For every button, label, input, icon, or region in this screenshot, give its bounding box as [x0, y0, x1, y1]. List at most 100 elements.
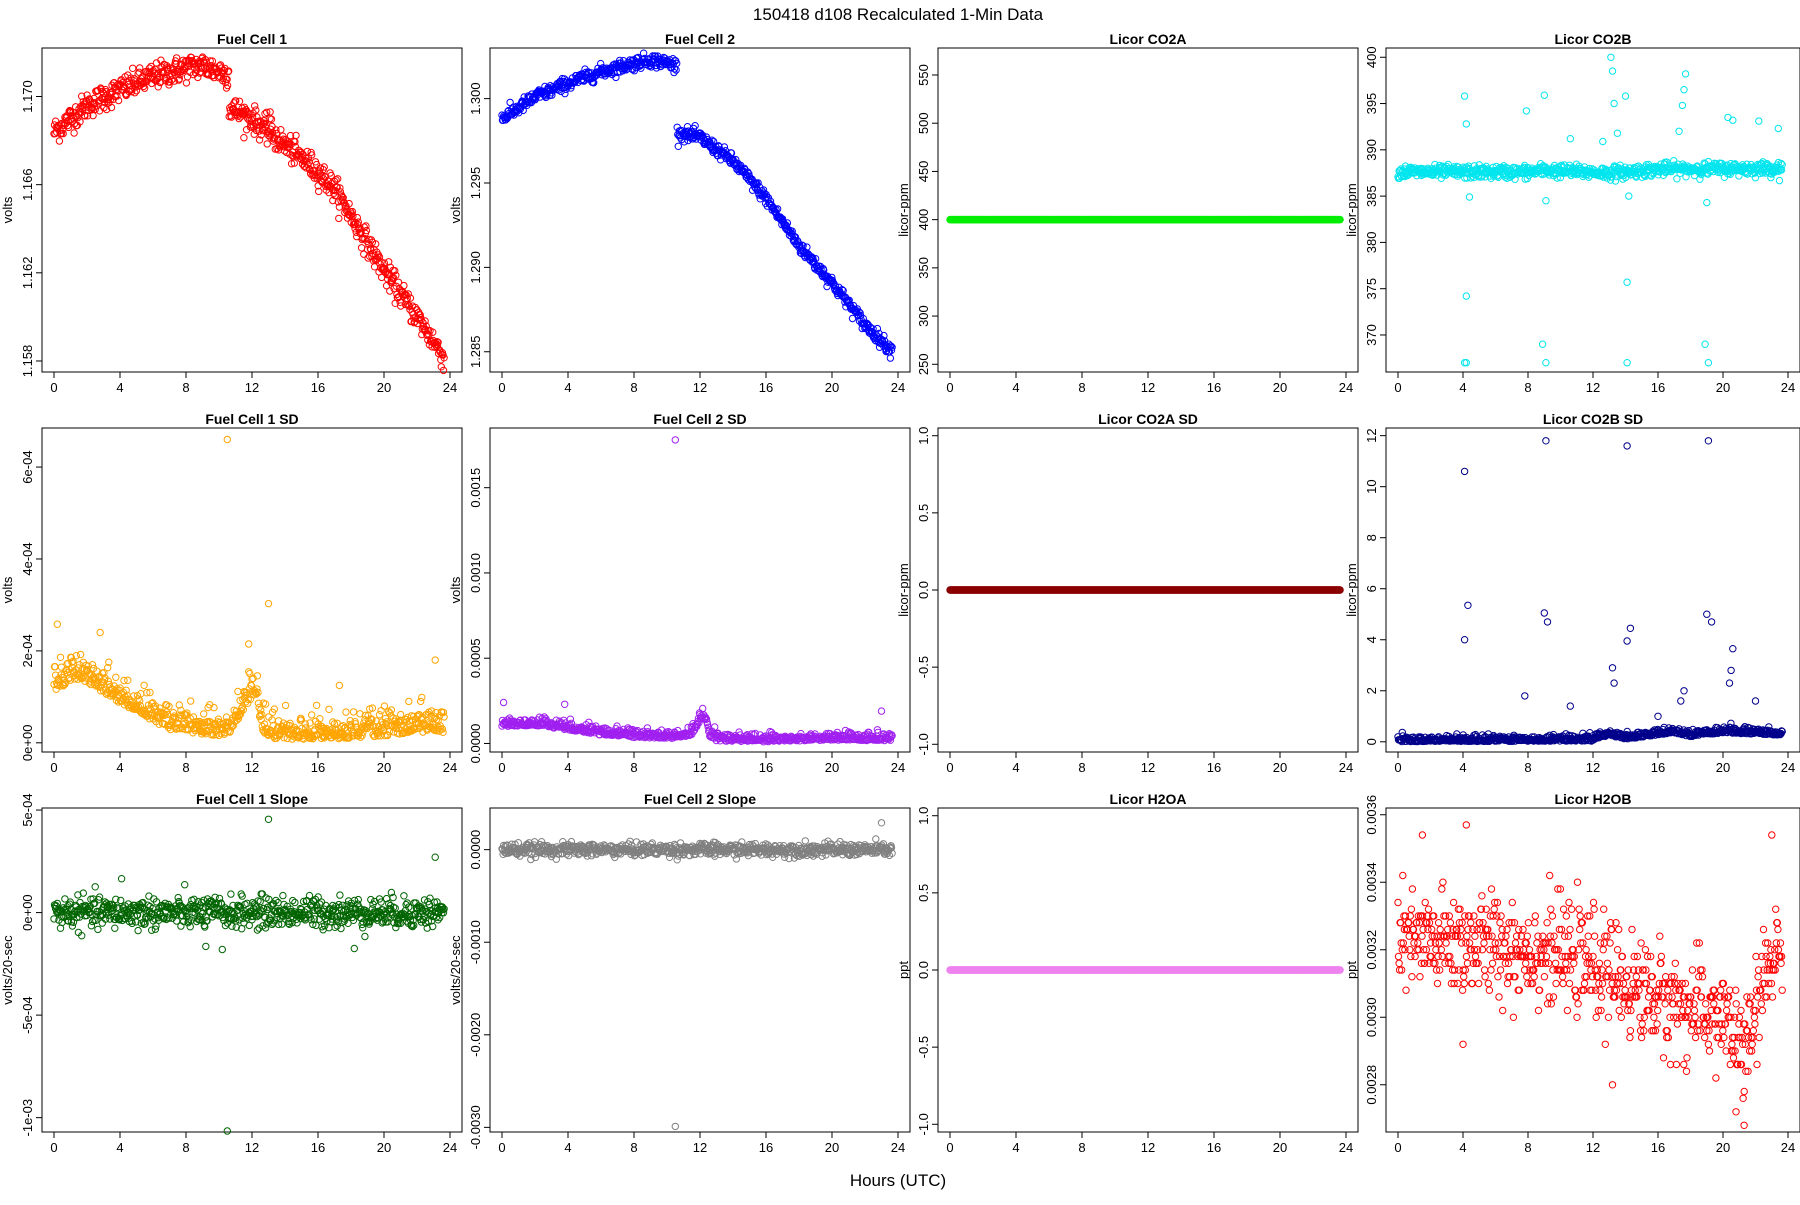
x-tick-label: 0 — [946, 760, 953, 775]
x-tick-label: 16 — [759, 760, 773, 775]
data-points — [947, 216, 1344, 222]
x-tick-label: 8 — [1524, 380, 1531, 395]
y-tick-label: 1.170 — [20, 80, 35, 113]
data-point — [1624, 360, 1630, 366]
x-tick-label: 0 — [946, 380, 953, 395]
plot-frame — [42, 428, 462, 752]
data-point — [418, 698, 424, 704]
x-tick-label: 24 — [1781, 380, 1795, 395]
x-tick-label: 12 — [1586, 380, 1600, 395]
data-point — [141, 682, 147, 688]
x-tick-label: 12 — [693, 760, 707, 775]
data-point — [562, 701, 568, 707]
panel-title: Licor CO2B — [1554, 31, 1631, 47]
y-tick-label: 1.300 — [468, 82, 483, 115]
panel-title: Licor CO2A SD — [1098, 411, 1198, 427]
data-points — [51, 436, 448, 742]
data-point — [1541, 92, 1547, 98]
data-point — [1543, 198, 1549, 204]
y-tick-label: 300 — [916, 305, 931, 327]
x-tick-label: 8 — [182, 380, 189, 395]
y-tick-label: 0.5 — [916, 504, 931, 522]
data-point — [313, 702, 319, 708]
data-point — [1614, 130, 1620, 136]
x-tick-label: 8 — [1078, 380, 1085, 395]
data-point — [336, 215, 342, 221]
x-tick-label: 0 — [498, 760, 505, 775]
data-point — [97, 629, 103, 635]
x-tick-label: 16 — [759, 380, 773, 395]
data-point — [336, 682, 342, 688]
data-point — [343, 709, 349, 715]
y-axis-label: volts — [0, 196, 15, 223]
data-points — [499, 50, 896, 361]
data-point — [1543, 360, 1549, 366]
y-tick-label: 1.166 — [20, 168, 35, 201]
data-point — [235, 688, 241, 694]
data-point — [1626, 193, 1632, 199]
x-tick-label: 24 — [1339, 380, 1353, 395]
data-point — [1682, 71, 1688, 77]
data-point — [1466, 194, 1472, 200]
data-point — [419, 694, 425, 700]
y-axis-label: licor-ppm — [1344, 183, 1359, 236]
x-tick-label: 4 — [116, 380, 123, 395]
x-tick-label: 20 — [825, 760, 839, 775]
panel-title: Fuel Cell 2 — [665, 31, 735, 47]
plot-frame — [1386, 48, 1800, 372]
data-point — [125, 677, 131, 683]
x-tick-label: 8 — [182, 760, 189, 775]
figure-xlabel: Hours (UTC) — [850, 1171, 946, 1190]
data-point — [381, 703, 387, 709]
data-points — [947, 587, 1344, 593]
y-tick-label: 400 — [1364, 46, 1379, 68]
panel-title: Fuel Cell 1 SD — [205, 411, 298, 427]
data-point — [675, 143, 681, 149]
data-point — [252, 103, 258, 109]
data-point — [241, 135, 247, 141]
data-point — [246, 641, 252, 647]
y-tick-label: 350 — [916, 257, 931, 279]
x-tick-label: 0 — [50, 760, 57, 775]
data-points — [51, 54, 448, 374]
y-tick-label: 375 — [1364, 278, 1379, 300]
data-point — [1704, 199, 1710, 205]
data-point — [262, 701, 268, 707]
x-tick-label: 20 — [1716, 380, 1730, 395]
data-point — [224, 436, 230, 442]
x-tick-label: 16 — [1651, 380, 1665, 395]
y-axis-label: volts — [448, 196, 463, 223]
data-point — [1600, 138, 1606, 144]
data-point — [282, 702, 288, 708]
data-point — [1730, 117, 1736, 123]
figure-title: 150418 d108 Recalculated 1-Min Data — [753, 5, 1044, 24]
x-tick-label: 4 — [116, 760, 123, 775]
y-axis-label: volts — [0, 576, 15, 603]
data-point — [77, 651, 83, 657]
x-tick-label: 4 — [1012, 380, 1019, 395]
panel-title: Fuel Cell 1 — [217, 31, 287, 47]
y-tick-label: 1.290 — [468, 251, 483, 284]
data-point — [1679, 102, 1685, 108]
data-point — [113, 674, 119, 680]
data-point — [1461, 93, 1467, 99]
data-point — [378, 708, 384, 714]
panel-title: Fuel Cell 2 SD — [653, 411, 746, 427]
data-point — [1523, 108, 1529, 114]
x-tick-label: 12 — [1141, 760, 1155, 775]
data-point — [1702, 341, 1708, 347]
y-tick-label: 1.295 — [468, 167, 483, 200]
data-point — [1681, 87, 1687, 93]
y-tick-label: 0.0005 — [468, 638, 483, 678]
data-point — [700, 705, 706, 711]
x-tick-label: 20 — [1273, 380, 1287, 395]
data-point — [350, 709, 356, 715]
data-point — [71, 130, 77, 136]
data-point — [500, 699, 506, 705]
y-axis-label: volts — [448, 576, 463, 603]
data-point — [96, 108, 102, 114]
